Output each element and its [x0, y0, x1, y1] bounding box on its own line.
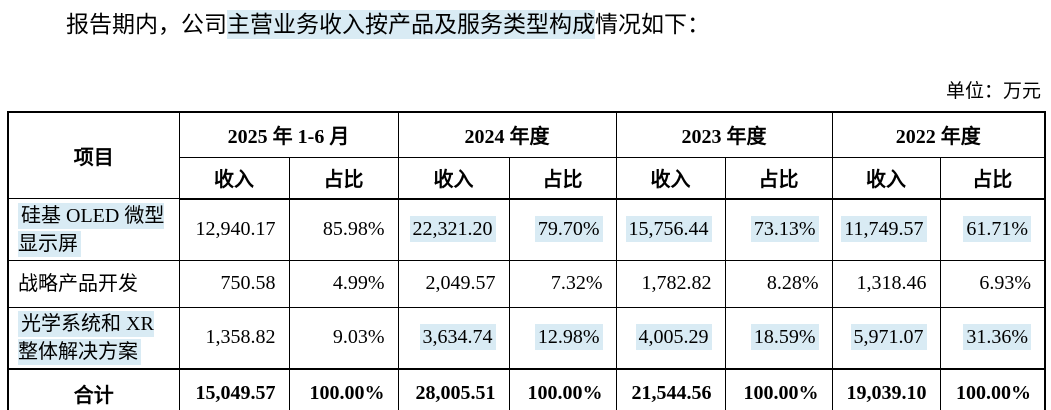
value-cell: 750.58 — [178, 259, 290, 308]
header-revenue-2025: 收入 — [178, 156, 290, 200]
total-row-label: 合计 — [7, 367, 180, 410]
header-item: 项目 — [7, 111, 180, 200]
header-period-2024: 2024 年度 — [397, 111, 617, 158]
value-cell: 12,940.17 — [178, 198, 290, 261]
value-text: 4,005.29 — [635, 324, 712, 351]
value-text: 73.13% — [750, 216, 819, 243]
total-value-cell: 100.00% — [939, 367, 1046, 410]
total-value-cell: 19,039.10 — [831, 367, 941, 410]
value-cell: 18.59% — [724, 306, 833, 370]
value-text: 750.58 — [220, 272, 276, 295]
row-item-name-text: 光学系统和 XR 整体解决方案 — [18, 310, 154, 365]
value-cell: 1,358.82 — [178, 306, 290, 370]
value-cell: 6.93% — [939, 259, 1046, 308]
value-text: 22,321.20 — [409, 216, 496, 243]
header-revenue-2022: 收入 — [831, 156, 941, 200]
table-row: 硅基 OLED 微型显示屏 12,940.17 85.98% 22,321.20 79.… — [7, 198, 1046, 261]
value-text: 4.99% — [332, 272, 385, 295]
revenue-table: 项目 2025 年 1-6 月 2024 年度 2023 年度 2022 年度 … — [7, 110, 1047, 410]
value-cell: 12.98% — [508, 306, 617, 370]
value-text: 6.93% — [979, 272, 1032, 295]
value-text: 2,049.57 — [425, 272, 496, 295]
value-text: 1,318.46 — [856, 272, 927, 295]
value-text: 5,971.07 — [850, 324, 927, 351]
value-cell: 4.99% — [288, 259, 399, 308]
header-period-2025: 2025 年 1-6 月 — [178, 111, 399, 158]
value-text: 1,782.82 — [641, 272, 712, 295]
total-value-cell: 15,049.57 — [178, 367, 290, 410]
row-item-name: 战略产品开发 — [7, 259, 180, 308]
header-ratio-2025: 占比 — [288, 156, 399, 200]
header-ratio-2023: 占比 — [724, 156, 833, 200]
row-item-name-text: 战略产品开发 — [18, 272, 138, 295]
value-text: 1,358.82 — [205, 326, 276, 349]
value-cell: 5,971.07 — [831, 306, 941, 370]
value-cell: 11,749.57 — [831, 198, 941, 261]
table-header-period-row: 项目 2025 年 1-6 月 2024 年度 2023 年度 2022 年度 — [7, 111, 1046, 200]
table-row: 战略产品开发 750.58 4.99% 2,049.57 7.32% 1,782.82 8.… — [7, 259, 1046, 308]
value-text: 12,940.17 — [195, 218, 276, 241]
row-item-name: 光学系统和 XR 整体解决方案 — [7, 306, 180, 370]
value-text: 9.03% — [332, 326, 385, 349]
value-cell: 3,634.74 — [397, 306, 510, 370]
title-prefix: 报告期内，公司 — [66, 12, 227, 37]
value-cell: 61.71% — [939, 198, 1046, 261]
title-highlighted-text: 主营业务收入按产品及服务类型构成 — [227, 10, 595, 39]
table-row: 光学系统和 XR 整体解决方案 1,358.82 9.03% 3,634.74 12.9… — [7, 306, 1046, 370]
value-cell: 79.70% — [508, 198, 617, 261]
value-cell: 73.13% — [724, 198, 833, 261]
value-text: 61.71% — [963, 216, 1032, 243]
header-ratio-2024: 占比 — [508, 156, 617, 200]
value-text: 18.59% — [750, 324, 819, 351]
header-period-2023: 2023 年度 — [615, 111, 833, 158]
value-text: 31.36% — [963, 324, 1032, 351]
total-value-cell: 100.00% — [724, 367, 833, 410]
value-cell: 31.36% — [939, 306, 1046, 370]
value-cell: 2,049.57 — [397, 259, 510, 308]
value-cell: 1,782.82 — [615, 259, 726, 308]
value-text: 79.70% — [534, 216, 603, 243]
value-cell: 9.03% — [288, 306, 399, 370]
row-item-name-text: 硅基 OLED 微型显示屏 — [18, 202, 165, 257]
header-revenue-2023: 收入 — [615, 156, 726, 200]
value-cell: 1,318.46 — [831, 259, 941, 308]
value-cell: 8.28% — [724, 259, 833, 308]
table-total-row: 合计 15,049.57 100.00% 28,005.51 100.00% 21,544… — [7, 367, 1046, 410]
row-item-name: 硅基 OLED 微型显示屏 — [7, 198, 180, 261]
unit-label: 单位：万元 — [945, 80, 1041, 102]
value-text: 8.28% — [766, 272, 819, 295]
header-period-2022: 2022 年度 — [831, 111, 1046, 158]
page-title: 报告期内，公司主营业务收入按产品及服务类型构成情况如下： — [66, 10, 1041, 40]
header-ratio-2022: 占比 — [939, 156, 1046, 200]
table-header-metric-row: 收入 占比 收入 占比 收入 占比 收入 占比 — [8, 156, 1046, 200]
value-text: 11,749.57 — [841, 216, 927, 243]
value-text: 12.98% — [534, 324, 603, 351]
value-cell: 7.32% — [508, 259, 617, 308]
value-cell: 15,756.44 — [615, 198, 726, 261]
title-suffix: 情况如下： — [595, 12, 710, 37]
total-value-cell: 100.00% — [508, 367, 617, 410]
value-text: 15,756.44 — [625, 216, 712, 243]
value-text: 85.98% — [322, 218, 385, 241]
header-revenue-2024: 收入 — [397, 156, 510, 200]
value-text: 7.32% — [550, 272, 603, 295]
total-value-cell: 28,005.51 — [397, 367, 510, 410]
value-cell: 85.98% — [288, 198, 399, 261]
value-text: 3,634.74 — [419, 324, 496, 351]
table-body: 硅基 OLED 微型显示屏 12,940.17 85.98% 22,321.20 79.… — [7, 198, 1046, 410]
value-cell: 4,005.29 — [615, 306, 726, 370]
total-value-cell: 21,544.56 — [615, 367, 726, 410]
value-cell: 22,321.20 — [397, 198, 510, 261]
total-value-cell: 100.00% — [288, 367, 399, 410]
